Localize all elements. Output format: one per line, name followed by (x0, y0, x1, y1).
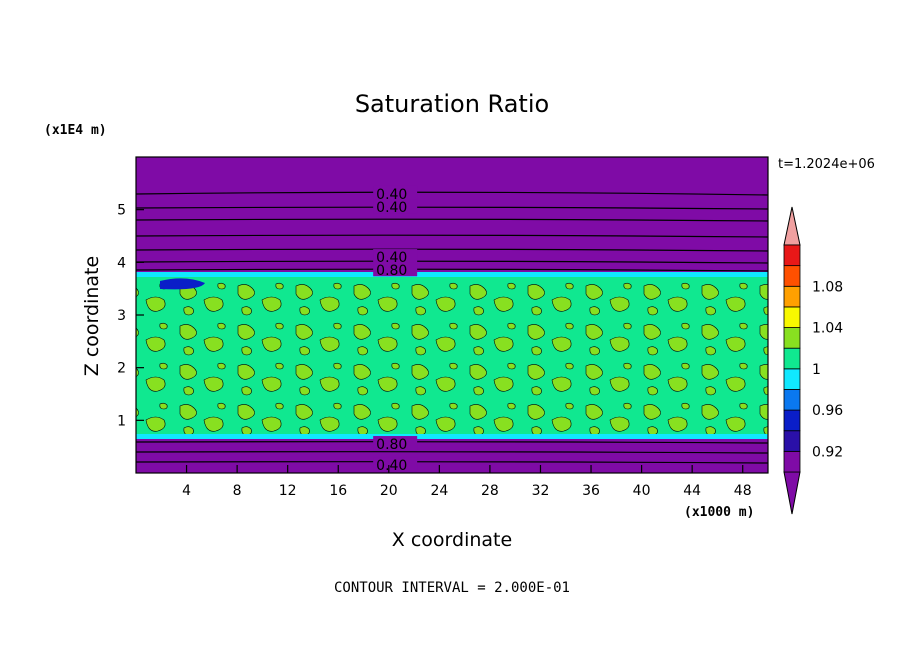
contour-label: 0.40 (376, 200, 407, 216)
colorbar-label: 0.92 (812, 444, 843, 460)
colorbar-label: 0.96 (812, 403, 843, 419)
colorbar-label: 1 (812, 362, 821, 378)
plot-area: 0.400.400.400.800.800.40 (136, 157, 768, 474)
colorbar-swatch (783, 306, 801, 328)
colorbar-swatch (783, 409, 801, 432)
colorbar-swatch (783, 430, 801, 452)
upper-dry-layer (136, 157, 768, 276)
x-tick-label: 24 (430, 483, 448, 499)
colorbar-swatch (783, 285, 801, 308)
x-tick-label: 4 (182, 483, 191, 499)
y-tick-label: 4 (117, 255, 126, 271)
y-axis-ticks: 1 2 3 4 5 (117, 203, 144, 429)
x-unit-label: (x1000 m) (684, 505, 754, 520)
contour-label: 0.40 (376, 187, 407, 203)
x-tick-label: 8 (233, 483, 242, 499)
colorbar-over-arrow (783, 206, 801, 246)
x-axis-label: X coordinate (392, 529, 512, 551)
x-tick-label: 32 (532, 483, 550, 499)
x-tick-label: 12 (279, 483, 297, 499)
x-tick-label: 44 (683, 483, 701, 499)
x-axis-ticks: 4 8 12 16 20 24 28 32 36 40 44 48 (182, 465, 752, 499)
x-tick-label: 20 (380, 483, 398, 499)
x-tick-label: 48 (734, 483, 752, 499)
time-label: t=1.2024e+06 (778, 157, 875, 172)
footer-note: CONTOUR INTERVAL = 2.000E-01 (334, 580, 570, 596)
colorbar-swatch (783, 368, 801, 390)
colorbar-swatch (783, 389, 801, 411)
contour-label: 0.40 (376, 458, 407, 474)
y-tick-label: 5 (117, 203, 126, 219)
y-tick-label: 3 (117, 308, 126, 324)
y-unit-label: (x1E4 m) (44, 123, 107, 138)
y-tick-label: 1 (117, 413, 126, 429)
contour-label-bg (373, 249, 418, 264)
colorbar-swatch (783, 450, 801, 473)
chart-title: Saturation Ratio (355, 90, 549, 118)
contour-label-bg (373, 199, 418, 214)
colorbar-label: 1.08 (812, 279, 843, 295)
lower-dry-layer (136, 439, 768, 473)
colorbar-under-arrow (783, 471, 801, 515)
colorbar-label: 1.04 (812, 321, 843, 337)
cloud-top-edge (136, 272, 768, 277)
colorbar: 0.92 0.96 1 1.04 1.08 (783, 206, 843, 515)
contour-label: 0.80 (376, 437, 407, 453)
contour-label-bg (373, 262, 418, 277)
colorbar-swatch (783, 347, 801, 370)
cloud-layer (136, 276, 768, 439)
colorbar-swatch (783, 327, 801, 349)
x-tick-label: 28 (481, 483, 499, 499)
x-tick-label: 16 (329, 483, 347, 499)
y-axis-label: Z coordinate (81, 256, 103, 376)
x-tick-label: 36 (582, 483, 600, 499)
cloud-bottom-edge (136, 434, 768, 439)
x-tick-label: 40 (633, 483, 651, 499)
colorbar-swatch (783, 244, 801, 267)
contour-label-bg (373, 457, 418, 472)
cloud-top-blue-patch (160, 278, 205, 290)
contour-label: 0.80 (376, 263, 407, 279)
contour-label: 0.40 (376, 250, 407, 266)
colorbar-swatch (783, 265, 801, 287)
contour-label-bg (373, 436, 418, 451)
contour-labels: 0.400.400.400.800.800.40 (373, 185, 418, 474)
contour-lines (136, 191, 768, 464)
contour-label-bg (373, 185, 418, 200)
y-tick-label: 2 (117, 361, 126, 377)
